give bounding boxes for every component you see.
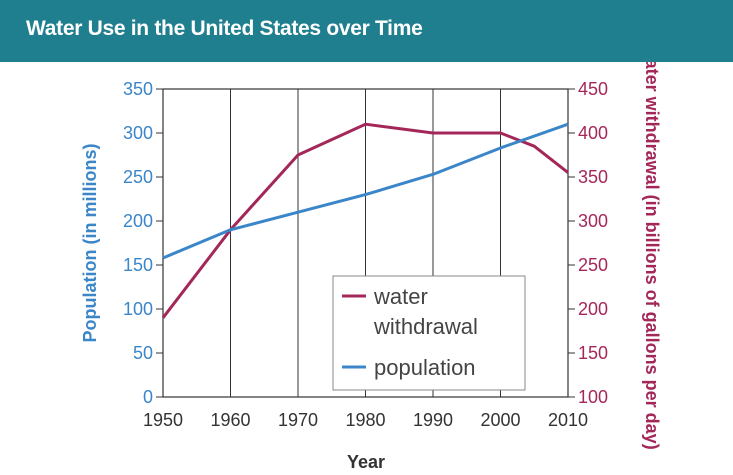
x-tick-label: 1990 <box>413 410 453 430</box>
legend: water withdrawal population <box>332 275 526 391</box>
y-axis-left-title: Population (in millions) <box>80 144 100 343</box>
y-left-tick-label: 150 <box>123 255 153 275</box>
x-tick-label: 1980 <box>345 410 385 430</box>
y-left-tick-label: 50 <box>133 343 153 363</box>
y-right-tick-label: 350 <box>578 167 608 187</box>
y-left-tick-label: 0 <box>143 387 153 407</box>
y-left-tick-label: 200 <box>123 211 153 231</box>
y-right-tick-label: 400 <box>578 123 608 143</box>
legend-label-withdrawal-line2: withdrawal <box>373 314 478 339</box>
y-left-tick-label: 300 <box>123 123 153 143</box>
y-right-tick-label: 300 <box>578 211 608 231</box>
x-tick-label: 1950 <box>143 410 183 430</box>
y-right-tick-label: 200 <box>578 299 608 319</box>
legend-label-population: population <box>374 355 476 380</box>
chart-title: Water Use in the United States over Time <box>26 17 423 40</box>
x-tick-label: 2000 <box>480 410 520 430</box>
y-right-tick-label: 450 <box>578 79 608 99</box>
y-right-tick-label: 150 <box>578 343 608 363</box>
x-tick-label: 1960 <box>210 410 250 430</box>
x-tick-label: 1970 <box>278 410 318 430</box>
y-right-tick-label: 100 <box>578 387 608 407</box>
x-axis-title: Year <box>347 452 385 472</box>
series-line-water-withdrawal <box>161 122 569 319</box>
axis-ticks: 1950 1960 1970 1980 1990 2000 2010 0 50 100 150 200… <box>123 79 608 430</box>
legend-label-withdrawal-line1: water <box>373 284 428 309</box>
series-lines <box>161 122 569 319</box>
dual-axis-line-chart: 1950 1960 1970 1980 1990 2000 2010 0 50 100 150 200… <box>80 62 662 472</box>
y-left-tick-label: 250 <box>123 167 153 187</box>
y-axis-right-title: Water withdrawal (in billions of gallons… <box>642 62 662 450</box>
x-tick-label: 2010 <box>548 410 588 430</box>
series-line-population <box>162 122 569 260</box>
y-right-tick-label: 250 <box>578 255 608 275</box>
plot-frame <box>162 88 569 398</box>
y-left-tick-label: 100 <box>123 299 153 319</box>
y-left-tick-label: 350 <box>123 79 153 99</box>
chart-header: Water Use in the United States over Time <box>0 0 733 62</box>
